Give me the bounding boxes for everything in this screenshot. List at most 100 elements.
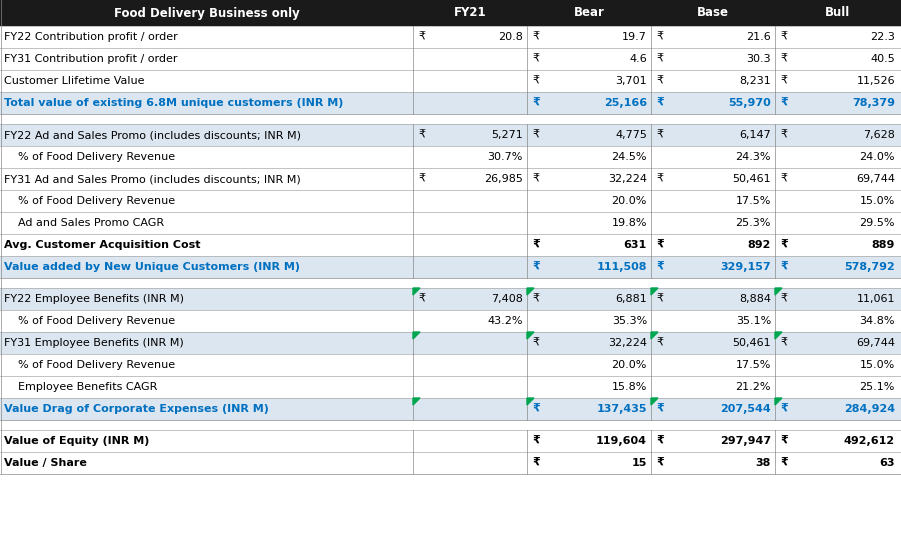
Text: 25.1%: 25.1% xyxy=(860,382,895,392)
Text: 4.6: 4.6 xyxy=(629,54,647,64)
Text: Customer Llifetime Value: Customer Llifetime Value xyxy=(4,76,144,86)
Text: Avg. Customer Acquisition Cost: Avg. Customer Acquisition Cost xyxy=(4,240,201,250)
Text: 8,231: 8,231 xyxy=(739,76,771,86)
Text: ₹: ₹ xyxy=(656,98,664,108)
Text: 26,985: 26,985 xyxy=(484,174,523,184)
Text: 492,612: 492,612 xyxy=(844,436,895,446)
Text: 43.2%: 43.2% xyxy=(487,316,523,326)
Text: ₹: ₹ xyxy=(780,262,787,272)
Bar xyxy=(0,26,901,48)
Text: 35.3%: 35.3% xyxy=(612,316,647,326)
Text: 20.8: 20.8 xyxy=(498,32,523,42)
Bar xyxy=(0,430,901,452)
Text: 578,792: 578,792 xyxy=(844,262,895,272)
Text: FY21: FY21 xyxy=(454,7,487,19)
Text: 15.0%: 15.0% xyxy=(860,196,895,206)
Text: 21.6: 21.6 xyxy=(746,32,771,42)
Text: FY22 Ad and Sales Promo (includes discounts; INR M): FY22 Ad and Sales Promo (includes discou… xyxy=(4,130,301,140)
Text: 19.7: 19.7 xyxy=(622,32,647,42)
Text: 5,271: 5,271 xyxy=(491,130,523,140)
Bar xyxy=(0,376,901,398)
Text: 119,604: 119,604 xyxy=(596,436,647,446)
Text: ₹: ₹ xyxy=(780,32,787,42)
Text: ₹: ₹ xyxy=(532,130,539,140)
Text: ₹: ₹ xyxy=(780,458,787,468)
Text: 25,166: 25,166 xyxy=(604,98,647,108)
Text: Employee Benefits CAGR: Employee Benefits CAGR xyxy=(18,382,158,392)
Bar xyxy=(0,70,901,92)
Text: ₹: ₹ xyxy=(532,404,540,414)
Text: ₹: ₹ xyxy=(418,32,425,42)
Text: ₹: ₹ xyxy=(780,174,787,184)
Polygon shape xyxy=(527,398,534,405)
Text: FY22 Contribution profit / order: FY22 Contribution profit / order xyxy=(4,32,177,42)
Text: 3,701: 3,701 xyxy=(615,76,647,86)
Text: 7,408: 7,408 xyxy=(491,294,523,304)
Text: Total value of existing 6.8M unique customers (INR M): Total value of existing 6.8M unique cust… xyxy=(4,98,343,108)
Text: ₹: ₹ xyxy=(418,130,425,140)
Text: ₹: ₹ xyxy=(656,240,664,250)
Text: Value Drag of Corporate Expenses (INR M): Value Drag of Corporate Expenses (INR M) xyxy=(4,404,268,414)
Text: ₹: ₹ xyxy=(532,338,539,348)
Text: Food Delivery Business only: Food Delivery Business only xyxy=(114,7,299,19)
Text: 329,157: 329,157 xyxy=(721,262,771,272)
Polygon shape xyxy=(775,332,782,339)
Text: Value added by New Unique Customers (INR M): Value added by New Unique Customers (INR… xyxy=(4,262,300,272)
Text: 20.0%: 20.0% xyxy=(612,196,647,206)
Text: 8,884: 8,884 xyxy=(739,294,771,304)
Text: ₹: ₹ xyxy=(656,404,664,414)
Text: 32,224: 32,224 xyxy=(608,174,647,184)
Text: 11,526: 11,526 xyxy=(856,76,895,86)
Text: 40.5: 40.5 xyxy=(870,54,895,64)
Bar xyxy=(0,234,901,256)
Bar xyxy=(0,452,901,474)
Polygon shape xyxy=(775,398,782,405)
Text: 207,544: 207,544 xyxy=(720,404,771,414)
Text: FY31 Employee Benefits (INR M): FY31 Employee Benefits (INR M) xyxy=(4,338,184,348)
Bar xyxy=(0,398,901,420)
Text: ₹: ₹ xyxy=(532,294,539,304)
Bar xyxy=(0,146,901,168)
Bar xyxy=(0,310,901,332)
Text: ₹: ₹ xyxy=(656,76,663,86)
Text: ₹: ₹ xyxy=(532,54,539,64)
Text: ₹: ₹ xyxy=(780,436,787,446)
Text: 15.8%: 15.8% xyxy=(612,382,647,392)
Text: 17.5%: 17.5% xyxy=(735,196,771,206)
Bar xyxy=(0,332,901,354)
Text: 25.3%: 25.3% xyxy=(735,218,771,228)
Bar xyxy=(0,92,901,114)
Text: ₹: ₹ xyxy=(656,338,663,348)
Text: 892: 892 xyxy=(748,240,771,250)
Text: ₹: ₹ xyxy=(418,294,425,304)
Bar xyxy=(0,256,901,278)
Text: ₹: ₹ xyxy=(780,98,787,108)
Text: ₹: ₹ xyxy=(532,174,539,184)
Text: ₹: ₹ xyxy=(656,436,664,446)
Text: 20.0%: 20.0% xyxy=(612,360,647,370)
Text: 21.2%: 21.2% xyxy=(735,382,771,392)
Text: 69,744: 69,744 xyxy=(856,338,895,348)
Text: 6,881: 6,881 xyxy=(615,294,647,304)
Text: ₹: ₹ xyxy=(656,130,663,140)
Bar xyxy=(0,212,901,234)
Text: ₹: ₹ xyxy=(656,458,664,468)
Text: 137,435: 137,435 xyxy=(596,404,647,414)
Text: 111,508: 111,508 xyxy=(596,262,647,272)
Text: 19.8%: 19.8% xyxy=(612,218,647,228)
Text: ₹: ₹ xyxy=(780,54,787,64)
Text: % of Food Delivery Revenue: % of Food Delivery Revenue xyxy=(18,360,175,370)
Text: Bull: Bull xyxy=(824,7,850,19)
Text: 11,061: 11,061 xyxy=(857,294,895,304)
Text: Bear: Bear xyxy=(574,7,605,19)
Polygon shape xyxy=(775,288,782,295)
Text: 6,147: 6,147 xyxy=(739,130,771,140)
Text: 24.0%: 24.0% xyxy=(860,152,895,162)
Text: ₹: ₹ xyxy=(656,32,663,42)
Text: 50,461: 50,461 xyxy=(733,338,771,348)
Text: ₹: ₹ xyxy=(780,404,787,414)
Bar xyxy=(0,354,901,376)
Text: 889: 889 xyxy=(871,240,895,250)
Text: 38: 38 xyxy=(756,458,771,468)
Polygon shape xyxy=(413,332,420,339)
